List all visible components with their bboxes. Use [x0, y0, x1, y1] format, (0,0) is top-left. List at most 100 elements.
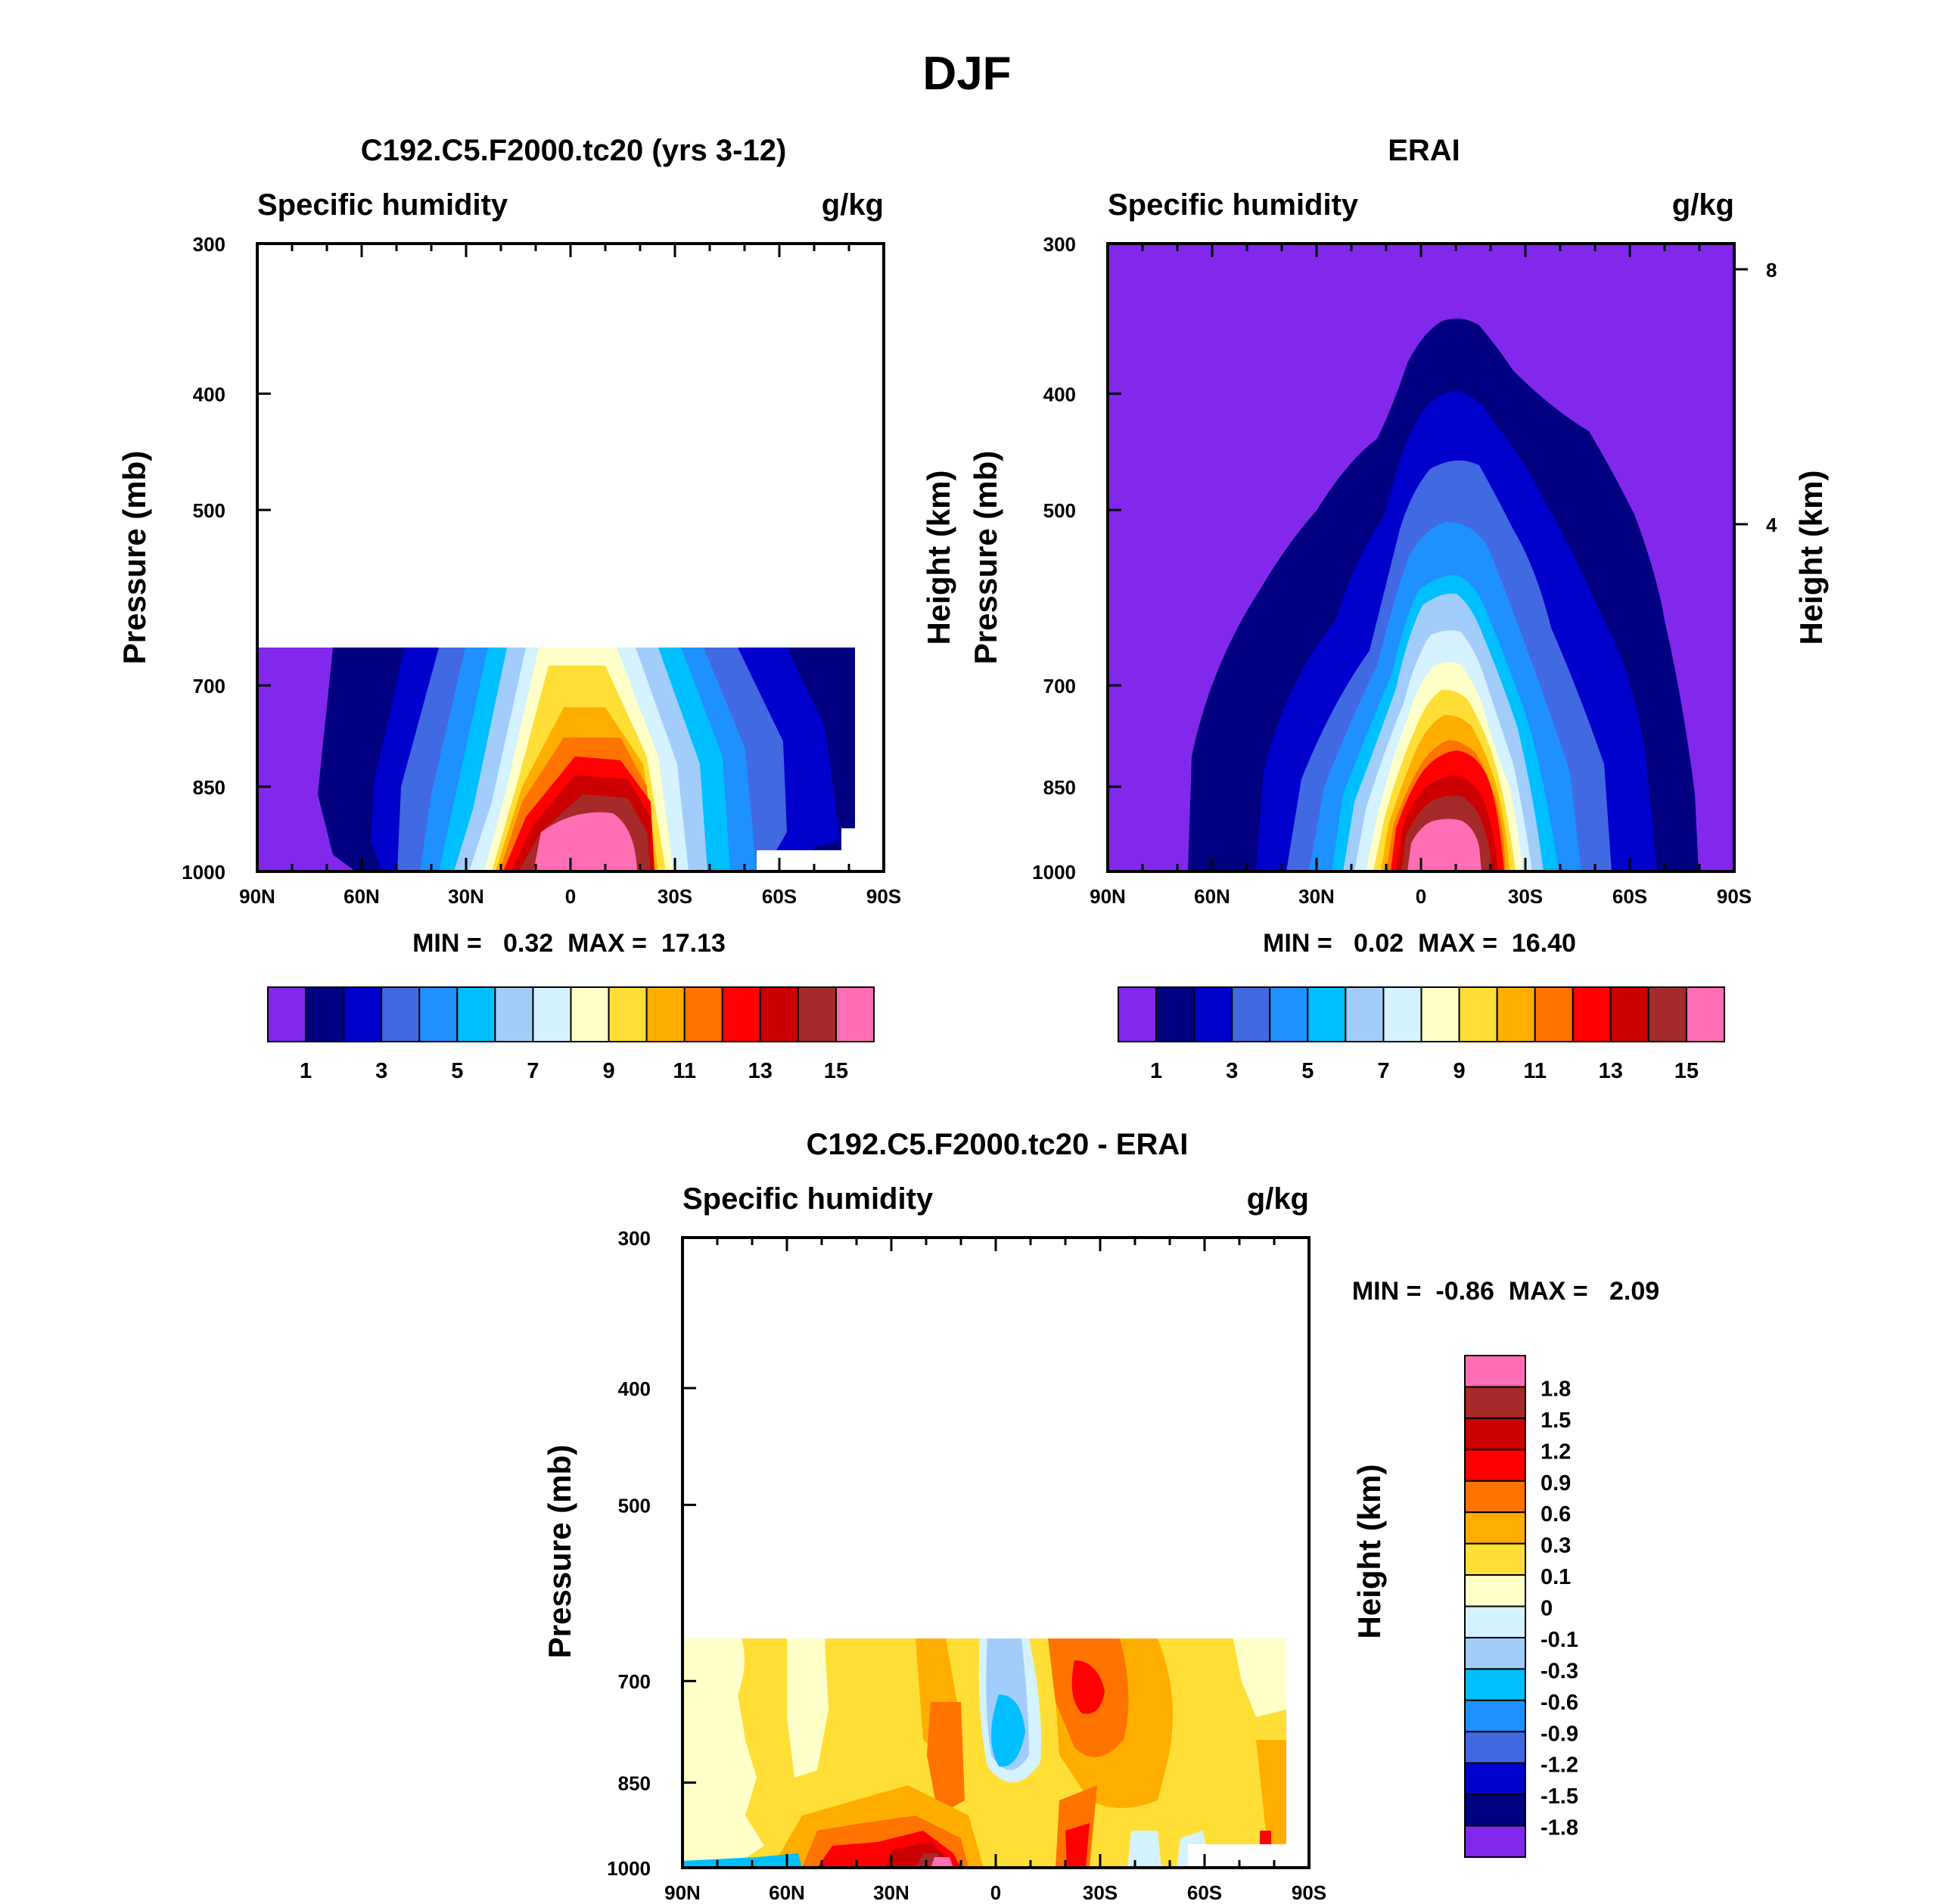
panel-diff-x-tick-label: 0: [990, 1881, 1001, 1904]
panel-diff-colorbar-box: [1464, 1605, 1526, 1638]
panel-obs-colorbar-box: [1458, 986, 1498, 1042]
panel-diff-variable-label: Specific humidity: [682, 1182, 934, 1216]
panel-obs-height-tick-label: 8: [1766, 259, 1777, 281]
figure-title: DJF: [922, 48, 1011, 100]
missing-data-region: [257, 244, 867, 648]
panel-model-colorbar-box: [494, 986, 534, 1042]
contour-fill: [931, 1857, 953, 1868]
panel-model-y-tick-label: 850: [193, 776, 225, 799]
panel-obs-x-tick-label: 90N: [1090, 885, 1126, 908]
panel-diff-x-tick-label: 60S: [1187, 1881, 1222, 1904]
panel-obs-x-tick-label: 30N: [1298, 885, 1335, 908]
panel-obs-colorbar-label: 3: [1226, 1059, 1238, 1083]
panel-diff-colorbar: 1.8 1.5 1.2 0.9 0.6 0.3 0.1 0 -0.1 -0.3 -0.6 -0.9 -1…: [1464, 1355, 1578, 1858]
panel-model-colorbar-box: [381, 986, 421, 1042]
panel-obs-colorbar-box: [1155, 986, 1195, 1042]
panel-obs-right-axis-title: Height (km): [1793, 471, 1829, 645]
panel-diff-colorbar-label: 0.6: [1541, 1502, 1571, 1527]
panel-model-y-axis-title: Pressure (mb): [117, 451, 152, 664]
panel-diff-colorbar-box: [1464, 1794, 1526, 1827]
panel-obs-colorbar: 1 3 5 7 9 11 13 15: [1118, 986, 1725, 1083]
panel-diff-colorbar-box: [1464, 1762, 1526, 1796]
missing-data-region: [682, 1238, 1294, 1638]
panel-obs-x-tick-label: 60S: [1612, 885, 1647, 908]
panel-model-x-tick-label: 60S: [762, 885, 797, 908]
contour-fill: [787, 1638, 829, 1778]
panel-obs-y-tick-label: 500: [1043, 499, 1076, 522]
panel-diff-y-tick-label: 500: [618, 1494, 651, 1517]
panel-obs-colorbar-label: 7: [1377, 1059, 1389, 1083]
panel-obs: ERAI Specific humidity g/kg 90N 60N 30N 0 30…: [921, 134, 1829, 1083]
panel-obs-units-label: g/kg: [1672, 188, 1734, 222]
panel-model-colorbar: 1 3 5 7 9 11 13 15: [267, 986, 875, 1083]
panel-obs-y-axis-title: Pressure (mb): [968, 451, 1003, 664]
panel-obs-colorbar-label: 11: [1523, 1059, 1547, 1083]
panel-model-colorbar-label: 1: [300, 1059, 312, 1083]
panel-model-y-tick-label: 400: [193, 383, 225, 405]
panel-diff-colorbar-box: [1464, 1355, 1526, 1388]
panel-model-x-tick-label: 90S: [866, 885, 901, 908]
panel-model-colorbar-box: [305, 986, 345, 1042]
panel-model-x-tick-label: 30S: [658, 885, 692, 908]
panel-model-colorbar-box: [532, 986, 572, 1042]
panel-model-colorbar-box: [759, 986, 799, 1042]
panel-diff-min-max: MIN = -0.86 MAX = 2.09: [1352, 1277, 1659, 1306]
panel-obs-title: ERAI: [1388, 134, 1460, 167]
contour-fill: [1233, 1638, 1286, 1717]
panel-model-y-tick-label: 1000: [182, 861, 225, 884]
panel-diff-colorbar-label: 0.3: [1541, 1534, 1571, 1558]
panel-model-variable-label: Specific humidity: [257, 188, 508, 222]
panel-diff-colorbar-label: 1.5: [1541, 1409, 1571, 1433]
panel-obs-colorbar-box: [1496, 986, 1536, 1042]
panel-obs-colorbar-label: 1: [1150, 1059, 1162, 1083]
panel-model-colorbar-box: [343, 986, 383, 1042]
panel-obs-colorbar-box: [1647, 986, 1687, 1042]
contour-fill: [682, 1853, 802, 1868]
panel-obs-min-max: MIN = 0.02 MAX = 16.40: [1263, 929, 1576, 958]
missing-data-region: [757, 648, 867, 871]
panel-model-contours: [257, 244, 867, 871]
panel-model-colorbar-label: 9: [602, 1059, 614, 1083]
panel-model-x-tick-label: 60N: [344, 885, 380, 908]
panel-diff-colorbar-label: 0.9: [1541, 1471, 1571, 1496]
panel-obs-colorbar-box: [1269, 986, 1309, 1042]
panel-diff-contours: [682, 1238, 1294, 1868]
panel-model-colorbar-box: [456, 986, 496, 1042]
panel-model-colorbar-box: [721, 986, 761, 1042]
panel-diff-colorbar-label: -0.9: [1541, 1722, 1578, 1746]
panel-obs-colorbar-box: [1193, 986, 1233, 1042]
panel-obs-height-axis-title: Height (km): [921, 471, 956, 645]
panel-model: C192.C5.F2000.tc20 (yrs 3-12) Specific h…: [117, 134, 901, 1083]
panel-model-colorbar-label: 5: [451, 1059, 463, 1083]
panel-model-units-label: g/kg: [822, 188, 884, 222]
contour-fill: [1127, 1831, 1161, 1868]
panel-diff-colorbar-label: 1.2: [1541, 1440, 1571, 1464]
panel-obs-variable-label: Specific humidity: [1108, 188, 1359, 222]
panel-model-x-tick-label: 90N: [239, 885, 275, 908]
panel-obs-axes: 90N 60N 30N 0 30S 60S 90S 300 400 500 700 850 1000 8 4: [1032, 233, 1777, 908]
panel-diff-colorbar-label: -0.1: [1541, 1628, 1578, 1652]
panel-model-axes: 90N 60N 30N 0 30S 60S 90S 300 400 500 700 850 1000: [182, 233, 901, 908]
panel-diff-right-axis-title: Height (km): [1351, 1464, 1387, 1639]
panel-diff-colorbar-label: 1.8: [1541, 1377, 1571, 1401]
panel-obs-colorbar-box: [1534, 986, 1574, 1042]
panel-obs-x-tick-label: 30S: [1508, 885, 1543, 908]
panel-model-title: C192.C5.F2000.tc20 (yrs 3-12): [361, 134, 787, 167]
panel-model-colorbar-label: 13: [748, 1059, 773, 1083]
panel-diff-y-axis-title: Pressure (mb): [542, 1445, 577, 1658]
panel-obs-y-tick-label: 400: [1043, 383, 1076, 405]
panel-obs-x-tick-label: 0: [1416, 885, 1426, 908]
panel-model-colorbar-box: [608, 986, 648, 1042]
panel-model-y-tick-label: 500: [193, 499, 225, 522]
panel-model-x-tick-label: 0: [565, 885, 576, 908]
panel-obs-colorbar-box: [1420, 986, 1460, 1042]
panel-diff-colorbar-box: [1464, 1731, 1526, 1764]
panel-model-colorbar-box: [418, 986, 459, 1042]
panel-diff-colorbar-label: -1.5: [1541, 1784, 1578, 1809]
panel-diff-colorbar-box: [1464, 1699, 1526, 1733]
panel-obs-y-tick-label: 1000: [1032, 861, 1076, 884]
panel-diff-y-tick-label: 700: [618, 1670, 651, 1693]
panel-diff: C192.C5.F2000.tc20 - ERAI Specific humid…: [542, 1128, 1659, 1904]
panel-model-colorbar-box: [570, 986, 610, 1042]
